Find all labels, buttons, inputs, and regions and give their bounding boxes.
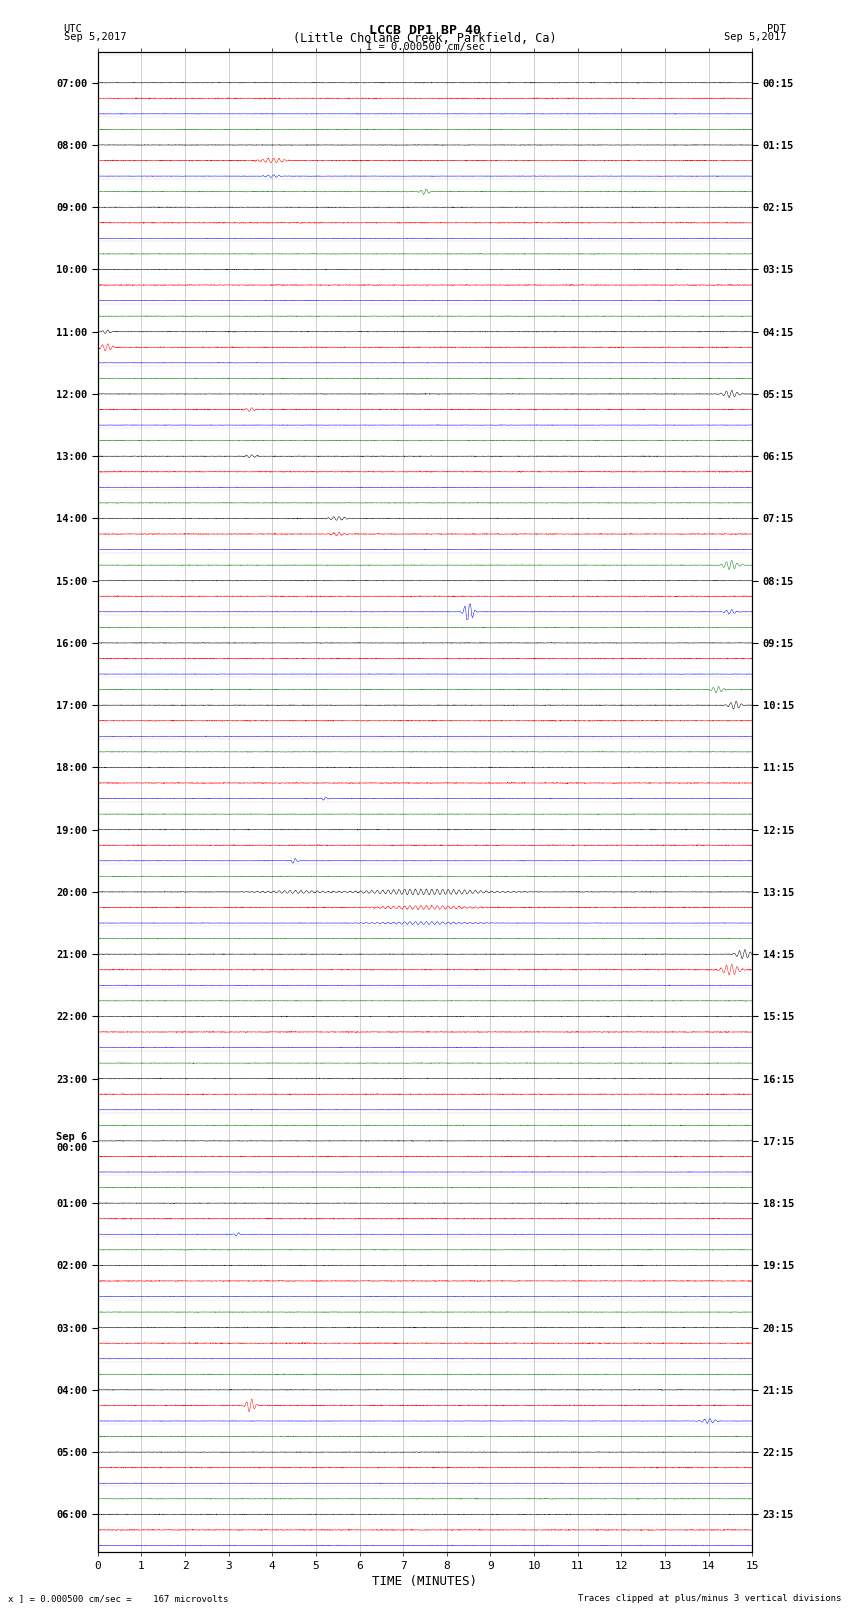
X-axis label: TIME (MINUTES): TIME (MINUTES) bbox=[372, 1574, 478, 1587]
Text: Sep 5,2017: Sep 5,2017 bbox=[723, 32, 786, 42]
Text: (Little Cholane Creek, Parkfield, Ca): (Little Cholane Creek, Parkfield, Ca) bbox=[293, 32, 557, 45]
Text: PDT: PDT bbox=[768, 24, 786, 34]
Text: Traces clipped at plus/minus 3 vertical divisions: Traces clipped at plus/minus 3 vertical … bbox=[578, 1594, 842, 1603]
Text: I = 0.000500 cm/sec: I = 0.000500 cm/sec bbox=[366, 42, 484, 52]
Text: LCCB DP1 BP 40: LCCB DP1 BP 40 bbox=[369, 24, 481, 37]
Text: UTC: UTC bbox=[64, 24, 82, 34]
Text: x ] = 0.000500 cm/sec =    167 microvolts: x ] = 0.000500 cm/sec = 167 microvolts bbox=[8, 1594, 229, 1603]
Text: Sep 5,2017: Sep 5,2017 bbox=[64, 32, 127, 42]
